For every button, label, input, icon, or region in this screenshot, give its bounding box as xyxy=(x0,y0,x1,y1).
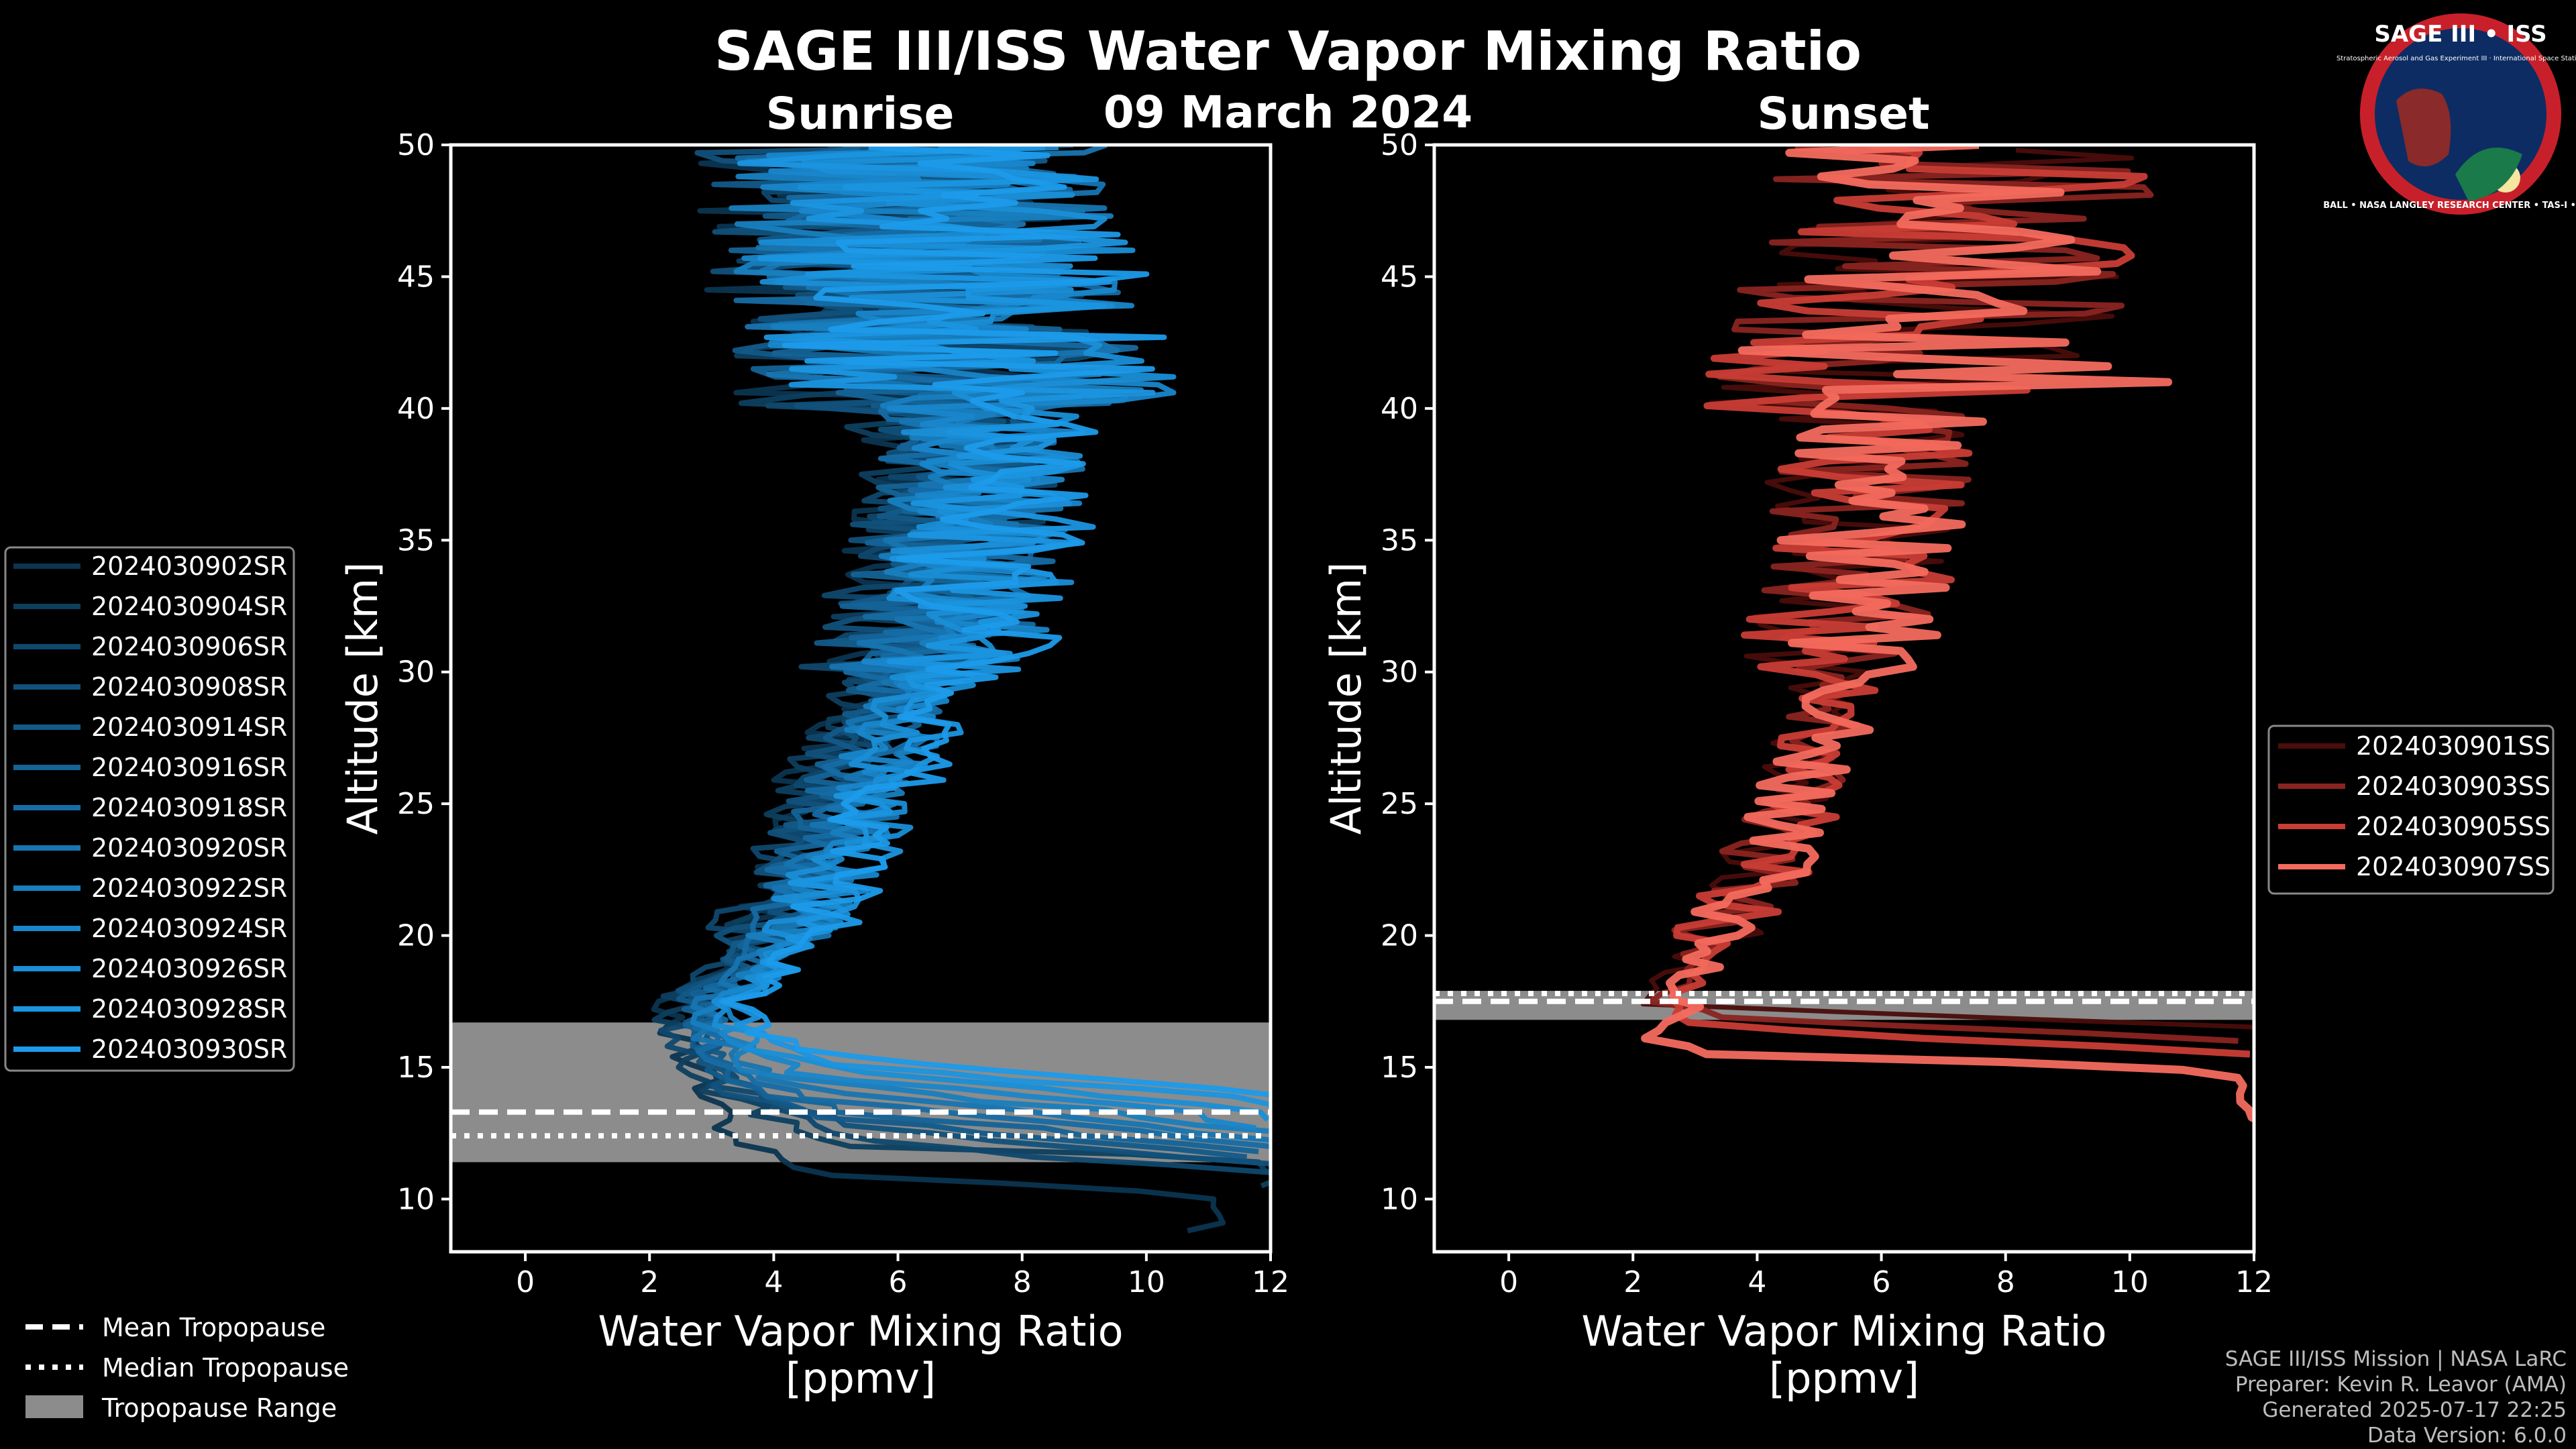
legend-range-label: Tropopause Range xyxy=(101,1393,337,1423)
credit-preparer: Preparer: Kevin R. Leavor (AMA) xyxy=(2235,1373,2567,1397)
legend-label-2024030901SS: 2024030901SS xyxy=(2356,731,2551,761)
sunset-subtitle: Sunset xyxy=(1757,88,1929,140)
logo-subtitle: Stratospheric Aerosol and Gas Experiment… xyxy=(2337,55,2576,62)
y-tick-label: 40 xyxy=(1381,392,1418,426)
tropopause-legend: Mean Tropopause Median Tropopause Tropop… xyxy=(25,1313,349,1423)
series-line-2024030928SR xyxy=(718,145,1271,1110)
credit-mission: SAGE III/ISS Mission | NASA LaRC xyxy=(2225,1347,2567,1371)
y-tick-label: 50 xyxy=(1381,128,1418,162)
x-tick-label: 2 xyxy=(640,1265,659,1299)
legend-label-2024030914SR: 2024030914SR xyxy=(91,712,287,742)
sage-logo: SAGE III • ISS Stratospheric Aerosol and… xyxy=(2323,13,2576,215)
legend-label-2024030903SS: 2024030903SS xyxy=(2356,771,2551,801)
y-tick-label: 20 xyxy=(397,919,435,953)
chart-title: SAGE III/ISS Water Vapor Mixing Ratio xyxy=(714,20,1862,83)
series-line-2024030907SS xyxy=(1641,145,2254,1123)
x-tick-label: 8 xyxy=(1996,1265,2015,1299)
logo-ring-text: BALL • NASA LANGLEY RESEARCH CENTER • TA… xyxy=(2323,201,2576,211)
legend-label-2024030922SR: 2024030922SR xyxy=(91,873,287,903)
sunrise-axes-frame xyxy=(449,143,1273,1254)
y-tick-label: 10 xyxy=(1381,1182,1418,1216)
y-tick-label: 20 xyxy=(1381,919,1418,953)
y-tick-label: 35 xyxy=(397,523,435,557)
legend-label-2024030926SR: 2024030926SR xyxy=(91,954,287,983)
y-tick-label: 10 xyxy=(397,1182,435,1216)
legend-label-2024030905SS: 2024030905SS xyxy=(2356,812,2551,841)
x-tick-label: 8 xyxy=(1013,1265,1032,1299)
x-tick-label: 6 xyxy=(889,1265,908,1299)
legend-label-2024030906SR: 2024030906SR xyxy=(91,632,287,661)
x-axis-label: Water Vapor Mixing Ratio xyxy=(598,1307,1123,1356)
x-tick-label: 0 xyxy=(1499,1265,1518,1299)
y-tick-label: 25 xyxy=(1381,787,1418,821)
sunset-plot-area xyxy=(1434,145,2254,1123)
sunrise-subtitle: Sunrise xyxy=(766,88,955,140)
y-tick-label: 15 xyxy=(397,1051,435,1085)
legend-median-label: Median Tropopause xyxy=(102,1353,349,1383)
x-tick-label: 4 xyxy=(1748,1265,1766,1299)
y-tick-label: 45 xyxy=(397,260,435,294)
legend-label-2024030916SR: 2024030916SR xyxy=(91,753,287,782)
x-tick-label: 6 xyxy=(1872,1265,1891,1299)
sunrise-plot-area xyxy=(451,145,1271,1234)
sunrise-legend xyxy=(4,546,295,1072)
x-tick-label: 2 xyxy=(1623,1265,1642,1299)
legend-label-2024030928SR: 2024030928SR xyxy=(91,994,287,1024)
y-tick-label: 25 xyxy=(397,787,435,821)
logo-title: SAGE III • ISS xyxy=(2374,21,2546,48)
y-tick-label: 30 xyxy=(397,655,435,690)
legend-label-2024030920SR: 2024030920SR xyxy=(91,833,287,863)
y-axis-label: Altitude [km] xyxy=(338,562,387,835)
credit-generated: Generated 2025-07-17 22:25 xyxy=(2262,1398,2567,1422)
series-line-2024030930SR xyxy=(720,145,1271,1098)
sunset-axes-frame xyxy=(1432,143,2256,1254)
x-tick-label: 12 xyxy=(2235,1265,2273,1299)
x-tick-label: 10 xyxy=(2111,1265,2149,1299)
sunset-legend xyxy=(2267,724,2555,895)
logo-figure-icon xyxy=(2396,89,2451,166)
logo-earth-icon xyxy=(2455,148,2522,201)
legend-mean-label: Mean Tropopause xyxy=(102,1313,325,1342)
x-axis-label: [ppmv] xyxy=(1769,1354,1919,1403)
credit-data-version: Data Version: 6.0.0 xyxy=(2367,1424,2567,1448)
x-tick-label: 0 xyxy=(516,1265,535,1299)
credits: SAGE III/ISS Mission | NASA LaRC Prepare… xyxy=(2225,1347,2567,1448)
legend-label-2024030907SS: 2024030907SS xyxy=(2356,852,2551,881)
x-tick-label: 10 xyxy=(1128,1265,1165,1299)
y-tick-label: 40 xyxy=(397,392,435,426)
chart-date: 09 March 2024 xyxy=(1104,87,1472,138)
y-tick-label: 30 xyxy=(1381,655,1418,690)
legend-range-patch xyxy=(25,1395,83,1418)
legend-label-2024030902SR: 2024030902SR xyxy=(91,551,287,581)
y-tick-label: 50 xyxy=(397,128,435,162)
y-tick-label: 45 xyxy=(1381,260,1418,294)
legend-label-2024030918SR: 2024030918SR xyxy=(91,793,287,822)
legend-label-2024030908SR: 2024030908SR xyxy=(91,672,287,702)
legend-label-2024030924SR: 2024030924SR xyxy=(91,914,287,943)
x-axis-label: Water Vapor Mixing Ratio xyxy=(1581,1307,2106,1356)
x-tick-label: 12 xyxy=(1252,1265,1289,1299)
y-tick-label: 35 xyxy=(1381,523,1418,557)
legend-label-2024030904SR: 2024030904SR xyxy=(91,592,287,621)
y-axis-label: Altitude [km] xyxy=(1322,562,1371,835)
legend-label-2024030930SR: 2024030930SR xyxy=(91,1034,287,1064)
y-tick-label: 15 xyxy=(1381,1051,1418,1085)
x-tick-label: 4 xyxy=(764,1265,783,1299)
x-axis-label: [ppmv] xyxy=(786,1354,936,1403)
